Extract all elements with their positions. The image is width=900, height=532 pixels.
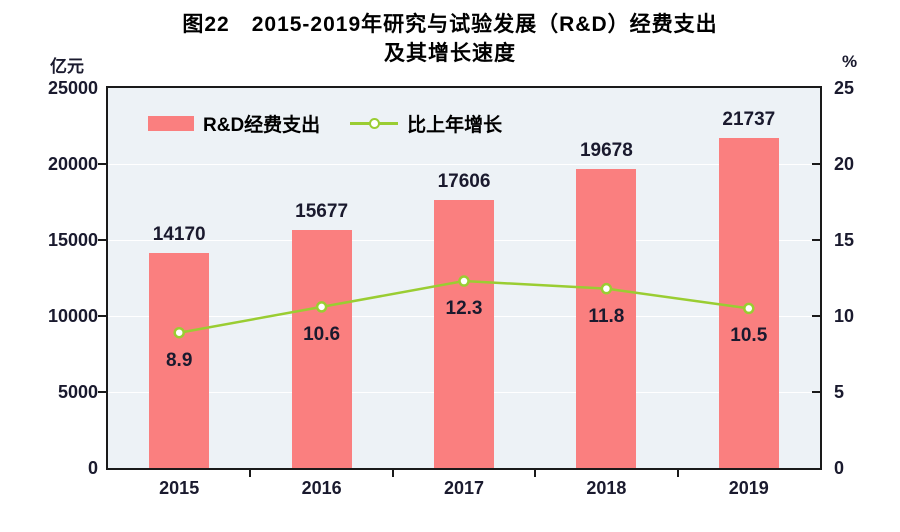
left-axis-tick-label-0: 0: [87, 458, 98, 478]
plot-area: R&D经费支出 比上年增长 14170 15677 17606 19678 21737 8…: [106, 86, 822, 470]
bar-value-label-2015: 14170: [152, 223, 206, 245]
x-axis-tick: [676, 470, 679, 477]
chart-title-line2: 及其增长速度: [384, 42, 516, 65]
left-axis-tick: [98, 391, 106, 393]
gridline: [108, 163, 820, 165]
right-axis-tick-label-10: 10: [834, 306, 855, 326]
bar-2015: [149, 252, 210, 468]
legend-label-growth-rate: 比上年增长: [407, 115, 503, 136]
bar-value-label-2018: 19678: [579, 139, 633, 161]
growth-marker-2019: [743, 302, 755, 315]
bar-value-label-2019: 21737: [722, 108, 776, 130]
legend: R&D经费支出 比上年增长: [148, 110, 502, 137]
right-axis-tick-label-25: 25: [834, 78, 855, 98]
left-axis-tick-label-25000: 25000: [47, 78, 98, 98]
left-axis-tick-label-15000: 15000: [47, 230, 98, 250]
x-axis-tick: [391, 470, 394, 477]
right-axis-unit: %: [842, 52, 858, 71]
growth-value-label-2018: 11.8: [588, 305, 625, 327]
growth-marker-2018: [600, 282, 613, 295]
right-axis-tick-label-20: 20: [834, 154, 855, 174]
bar-2016: [291, 229, 352, 468]
legend-item-rd-expenditure: R&D经费支出: [148, 110, 320, 137]
left-axis-tick-label-5000: 5000: [57, 382, 98, 402]
left-axis-tick: [98, 315, 106, 317]
legend-item-growth-rate: 比上年增长: [350, 110, 502, 137]
growth-value-label-2016: 10.6: [303, 323, 341, 345]
right-axis-tick: [812, 239, 820, 241]
growth-line: [173, 275, 755, 339]
x-axis-label-2017: 2017: [443, 478, 485, 498]
x-axis-tick: [534, 470, 537, 477]
bar-swatch-icon: [148, 116, 194, 131]
bar-2017: [434, 200, 494, 468]
growth-marker-2017: [458, 275, 470, 287]
bar-2018: [576, 168, 637, 468]
growth-value-label-2015: 8.9: [165, 349, 193, 371]
growth-value-label-2017: 12.3: [445, 298, 483, 320]
growth-marker-2015: [173, 326, 185, 339]
line-swatch-icon: [350, 118, 399, 129]
right-axis-tick-label-0: 0: [834, 458, 845, 478]
right-axis-tick-label-15: 15: [834, 230, 855, 250]
right-axis-tick: [812, 315, 820, 317]
right-axis-tick-label-5: 5: [834, 382, 845, 402]
x-axis-label-2019: 2019: [728, 478, 769, 498]
x-axis-label-2016: 2016: [301, 478, 342, 498]
left-axis-tick: [98, 239, 106, 241]
left-axis-unit: 亿元: [50, 57, 84, 76]
chart-title-line1: 图22 2015-2019年研究与试验发展（R&D）经费支出: [182, 13, 718, 36]
x-axis-label-2015: 2015: [159, 478, 200, 498]
right-axis-tick: [812, 391, 820, 393]
x-axis-tick: [249, 470, 252, 477]
x-axis-label-2018: 2018: [586, 478, 627, 498]
bar-value-label-2016: 15677: [295, 200, 349, 222]
right-axis-tick: [812, 163, 820, 165]
left-axis-tick-label-20000: 20000: [47, 154, 98, 174]
left-axis-tick-label-10000: 10000: [47, 306, 98, 326]
legend-label-rd-expenditure: R&D经费支出: [203, 115, 321, 136]
growth-marker-2016: [315, 301, 328, 313]
line-swatch-marker-icon: [369, 118, 381, 129]
chart-title: 图22 2015-2019年研究与试验发展（R&D）经费支出 及其增长速度: [0, 10, 900, 68]
bar-value-label-2017: 17606: [437, 171, 491, 193]
growth-value-label-2019: 10.5: [730, 325, 768, 347]
left-axis-tick: [98, 163, 106, 165]
